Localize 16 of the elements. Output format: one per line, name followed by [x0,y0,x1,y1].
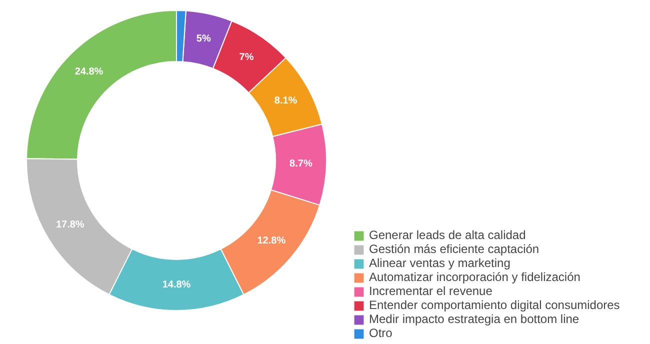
legend-label: Medir impacto estrategia en bottom line [369,312,580,326]
legend-label: Incrementar el revenue [369,284,492,298]
data-label: 17.8% [56,220,84,231]
data-label: 12.8% [257,236,286,247]
data-label: 8.7% [290,158,312,170]
legend-label: Gestión más eficiente captación [369,242,540,256]
data-label: 5% [196,34,211,44]
data-label: 8.1% [274,95,298,106]
legend-label: Automatizar incorporación y fidelización [369,270,580,284]
legend-label: Alinear ventas y marketing [369,256,510,270]
data-label: 14.8% [162,280,191,290]
data-label: 7% [239,52,254,64]
legend-label: Entender comportamiento digital consumidores [369,298,620,312]
legend-label: Generar leads de alta calidad [369,228,526,242]
legend-label: Otro [369,326,392,340]
data-label: 24.8% [74,66,104,78]
